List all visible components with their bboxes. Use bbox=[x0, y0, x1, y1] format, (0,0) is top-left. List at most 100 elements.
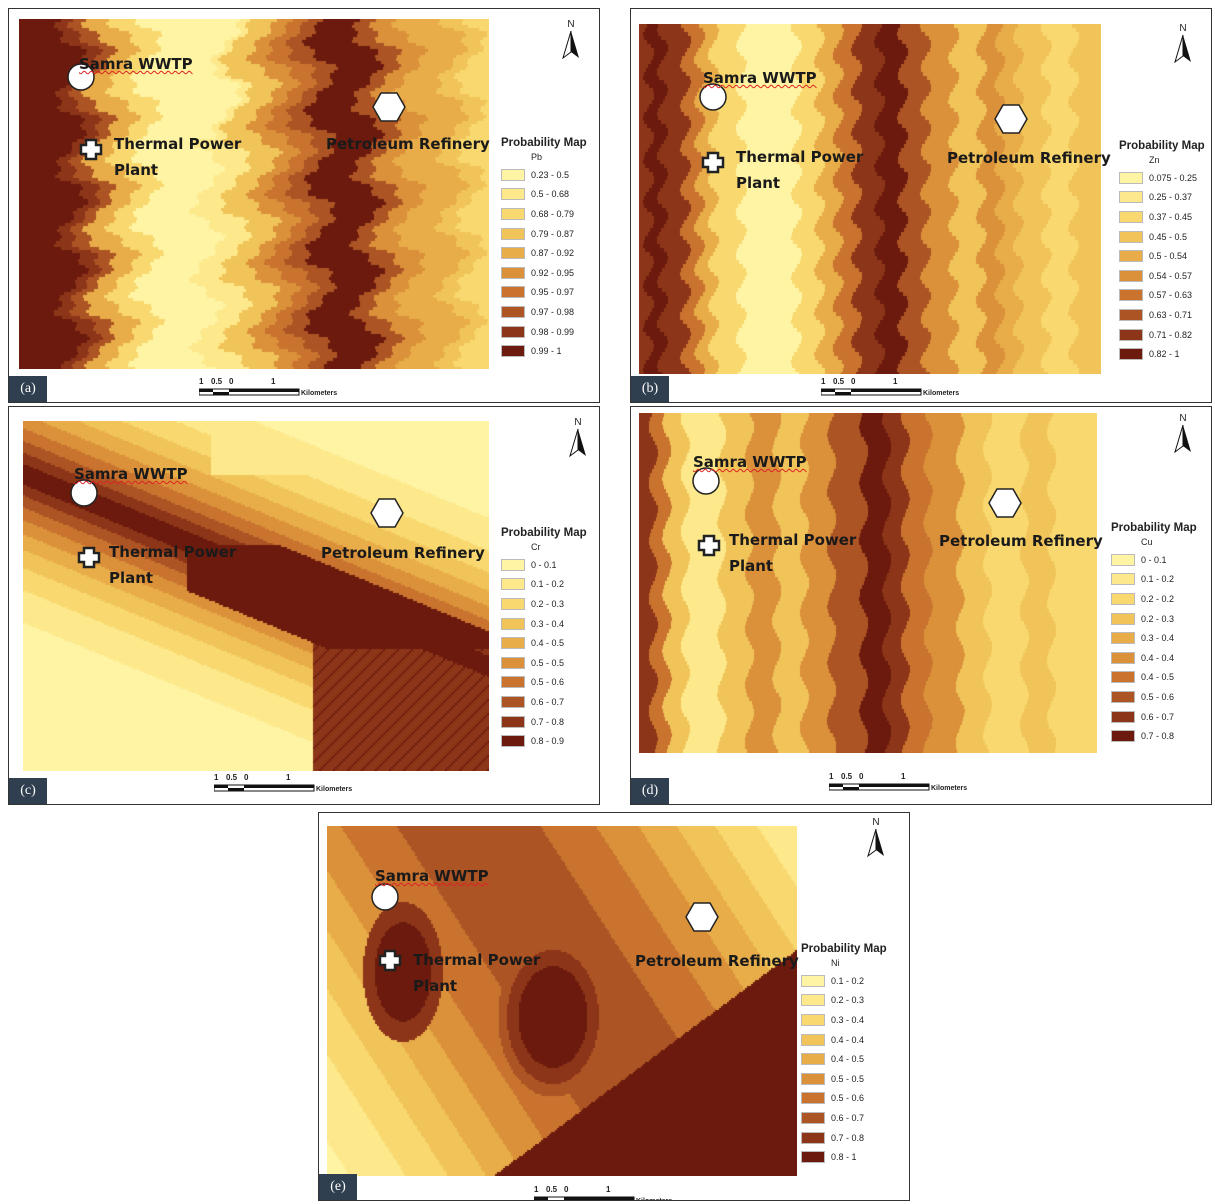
scale-bar-icon bbox=[821, 388, 922, 396]
legend-item: 0.4 - 0.5 bbox=[801, 1049, 909, 1069]
legend-swatch bbox=[501, 597, 525, 610]
legend-swatch bbox=[501, 227, 525, 240]
legend-item: 0 - 0.1 bbox=[1111, 550, 1211, 570]
legend-item: 0.4 - 0.4 bbox=[1111, 648, 1211, 668]
scale-tick-label: 0 bbox=[229, 377, 234, 386]
legend-item: 0.075 - 0.25 bbox=[1119, 168, 1211, 188]
legend-swatch bbox=[501, 305, 525, 318]
probability-surface bbox=[23, 421, 489, 771]
legend-item: 0.92 - 0.95 bbox=[501, 263, 599, 283]
legend-item: 0.6 - 0.7 bbox=[501, 692, 599, 712]
legend-title: Probability Map bbox=[1111, 522, 1197, 534]
legend-item-label: 0.4 - 0.4 bbox=[1141, 652, 1175, 663]
legend-item: 0.8 - 0.9 bbox=[501, 731, 599, 751]
scale-tick-label: 1 bbox=[271, 377, 276, 386]
legend-item-label: 0 - 0.1 bbox=[1141, 554, 1167, 565]
hexagon-marker-icon bbox=[685, 902, 719, 932]
legend-item: 0.54 - 0.57 bbox=[1119, 266, 1211, 286]
legend-swatch bbox=[801, 1131, 825, 1144]
legend-item-label: 0.1 - 0.2 bbox=[1141, 574, 1175, 585]
legend-item: 0.99 - 1 bbox=[501, 341, 599, 361]
legend-item: 0.2 - 0.3 bbox=[801, 991, 909, 1011]
legend-item: 0.4 - 0.5 bbox=[501, 633, 599, 653]
thermal-power-label-line2: Plant bbox=[736, 174, 781, 192]
legend-swatch bbox=[1119, 308, 1143, 321]
legend-swatch bbox=[801, 1111, 825, 1124]
legend-swatch bbox=[801, 1092, 825, 1105]
legend-swatch bbox=[1119, 289, 1143, 302]
petroleum-refinery-label: Petroleum Refinery bbox=[326, 135, 490, 153]
hexagon-marker-icon bbox=[372, 92, 406, 122]
scale-bar-icon bbox=[534, 1196, 635, 1200]
scale-tick-label: 0.5 bbox=[841, 772, 853, 781]
legend-item-label: 0.25 - 0.37 bbox=[1149, 192, 1193, 203]
legend-swatch bbox=[1111, 553, 1135, 566]
legend-item-label: 0.79 - 0.87 bbox=[531, 228, 575, 239]
legend-item: 0.23 - 0.5 bbox=[501, 165, 599, 185]
legend-swatch bbox=[501, 637, 525, 650]
scale-units: Kilometers bbox=[301, 390, 338, 397]
scale-tick-label: 0 bbox=[851, 377, 856, 386]
legend-swatch bbox=[501, 617, 525, 630]
legend-swatch bbox=[501, 266, 525, 279]
north-arrow: N bbox=[566, 417, 590, 463]
legend-item-label: 0.1 - 0.2 bbox=[831, 975, 865, 986]
scale-units: Kilometers bbox=[923, 390, 960, 397]
legend-item-label: 0.92 - 0.95 bbox=[531, 267, 575, 278]
cross-marker-icon bbox=[79, 138, 103, 161]
scale-tick-label: 1 bbox=[893, 377, 898, 386]
legend-item-label: 0.63 - 0.71 bbox=[1149, 309, 1193, 320]
legend-item-label: 0.5 - 0.6 bbox=[531, 677, 565, 688]
legend-item-label: 0.8 - 0.9 bbox=[531, 736, 565, 747]
legend-item-label: 0.4 - 0.5 bbox=[531, 638, 565, 649]
legend-item-label: 0.075 - 0.25 bbox=[1149, 172, 1198, 183]
legend-item-label: 0.7 - 0.8 bbox=[1141, 731, 1175, 742]
samra-wwtp-label: Samra WWTP bbox=[375, 867, 489, 885]
thermal-power-label: Thermal Power bbox=[109, 543, 237, 561]
legend-item-label: 0.3 - 0.4 bbox=[531, 618, 565, 629]
legend: Probability Map Cr 0 - 0.1 0.1 - 0.2 0.2 - 0… bbox=[501, 527, 599, 751]
legend-item-label: 0.6 - 0.7 bbox=[831, 1112, 865, 1123]
legend-swatch bbox=[1111, 592, 1135, 605]
legend-item-label: 0.23 - 0.5 bbox=[531, 169, 570, 180]
map-panel: Samra WWTP Thermal Power Plant Petroleum Re… bbox=[8, 406, 600, 805]
north-arrow-icon bbox=[569, 428, 586, 458]
legend-title: Probability Map bbox=[801, 943, 887, 955]
legend-item: 0.2 - 0.3 bbox=[501, 594, 599, 614]
legend-item-label: 0 - 0.1 bbox=[531, 559, 557, 570]
scale-tick-label: 0.5 bbox=[546, 1185, 558, 1194]
legend-swatch bbox=[501, 715, 525, 728]
legend-swatch bbox=[1111, 730, 1135, 743]
scale-bar-icon bbox=[829, 783, 930, 791]
legend-swatch bbox=[501, 188, 525, 201]
petroleum-refinery-label: Petroleum Refinery bbox=[939, 532, 1103, 550]
map-panel: Samra WWTP Thermal Power Plant Petroleum Re… bbox=[630, 406, 1212, 805]
legend-item: 0.5 - 0.5 bbox=[501, 653, 599, 673]
north-arrow-icon bbox=[1174, 424, 1191, 454]
probability-surface bbox=[639, 413, 1097, 753]
thermal-power-label-line2: Plant bbox=[114, 161, 159, 179]
legend-swatch bbox=[501, 168, 525, 181]
samra-wwtp-label: Samra WWTP bbox=[79, 55, 193, 73]
legend-swatch bbox=[1119, 269, 1143, 282]
probability-surface bbox=[19, 19, 489, 369]
map-panel: Samra WWTP Thermal Power Plant Petroleum Re… bbox=[318, 812, 910, 1201]
legend-item: 0.63 - 0.71 bbox=[1119, 305, 1211, 325]
legend-item: 0.82 - 1 bbox=[1119, 344, 1211, 364]
legend-item: 0.5 - 0.68 bbox=[501, 185, 599, 205]
legend-swatch bbox=[1111, 671, 1135, 684]
north-arrow-icon bbox=[867, 828, 884, 858]
scale-units: Kilometers bbox=[931, 785, 968, 792]
circle-marker-icon bbox=[692, 467, 720, 495]
legend-item-label: 0.5 - 0.68 bbox=[531, 189, 570, 200]
legend-swatch bbox=[1119, 230, 1143, 243]
legend: Probability Map Ni 0.1 - 0.2 0.2 - 0.3 0.3 -… bbox=[801, 943, 909, 1167]
legend-item-label: 0.2 - 0.3 bbox=[831, 995, 865, 1006]
legend-item: 0.2 - 0.2 bbox=[1111, 589, 1211, 609]
legend-item-label: 0.6 - 0.7 bbox=[1141, 711, 1175, 722]
legend-item: 0.5 - 0.6 bbox=[1111, 687, 1211, 707]
scale-tick-label: 1 bbox=[286, 773, 291, 782]
scale-tick-label: 0.5 bbox=[833, 377, 845, 386]
legend-item: 0.1 - 0.2 bbox=[1111, 570, 1211, 590]
legend-item: 0.6 - 0.7 bbox=[1111, 707, 1211, 727]
